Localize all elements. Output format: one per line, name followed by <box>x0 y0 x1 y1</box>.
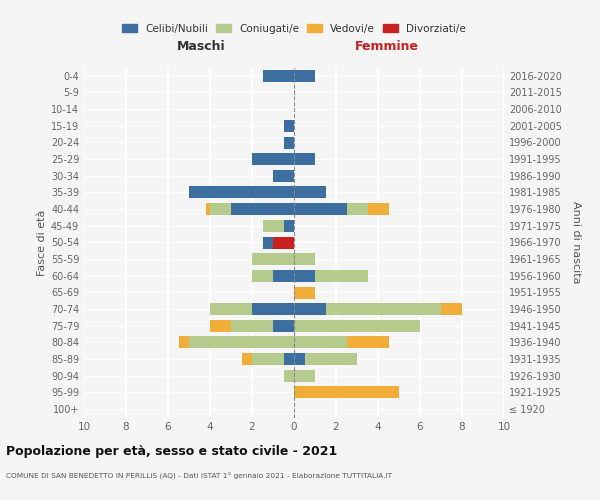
Bar <box>305 353 357 365</box>
Text: Popolazione per età, sesso e stato civile - 2021: Popolazione per età, sesso e stato civil… <box>6 445 337 458</box>
Bar <box>252 353 284 365</box>
Bar <box>347 203 367 215</box>
Bar <box>347 336 389 348</box>
Bar <box>189 186 294 198</box>
Bar <box>367 203 389 215</box>
Bar <box>284 120 294 132</box>
Bar <box>179 336 189 348</box>
Bar <box>315 270 367 282</box>
Bar <box>273 270 294 282</box>
Bar <box>189 336 294 348</box>
Bar <box>294 186 325 198</box>
Bar <box>241 353 252 365</box>
Bar <box>210 203 231 215</box>
Y-axis label: Fasce di età: Fasce di età <box>37 210 47 276</box>
Bar <box>294 153 315 165</box>
Bar <box>206 203 210 215</box>
Bar <box>252 303 294 315</box>
Bar <box>284 353 294 365</box>
Bar <box>263 70 294 82</box>
Bar <box>231 203 294 215</box>
Bar <box>294 270 315 282</box>
Bar <box>284 136 294 148</box>
Bar <box>294 320 420 332</box>
Bar <box>263 236 273 248</box>
Bar <box>263 220 284 232</box>
Bar <box>252 270 273 282</box>
Bar <box>231 320 273 332</box>
Bar <box>273 170 294 182</box>
Bar <box>210 320 231 332</box>
Bar <box>252 253 294 265</box>
Bar <box>284 220 294 232</box>
Bar <box>294 386 399 398</box>
Legend: Celibi/Nubili, Coniugati/e, Vedovi/e, Divorziati/e: Celibi/Nubili, Coniugati/e, Vedovi/e, Di… <box>122 24 466 34</box>
Bar <box>441 303 462 315</box>
Bar <box>284 370 294 382</box>
Bar <box>325 303 441 315</box>
Bar <box>210 303 252 315</box>
Bar <box>273 320 294 332</box>
Y-axis label: Anni di nascita: Anni di nascita <box>571 201 581 283</box>
Text: COMUNE DI SAN BENEDETTO IN PERILLIS (AQ) - Dati ISTAT 1° gennaio 2021 - Elaboraz: COMUNE DI SAN BENEDETTO IN PERILLIS (AQ)… <box>6 472 392 480</box>
Text: Maschi: Maschi <box>177 40 226 54</box>
Bar <box>294 253 315 265</box>
Bar <box>294 336 347 348</box>
Bar <box>252 153 294 165</box>
Bar <box>294 303 325 315</box>
Bar <box>294 370 315 382</box>
Bar <box>273 236 294 248</box>
Bar <box>294 70 315 82</box>
Bar <box>294 203 347 215</box>
Text: Femmine: Femmine <box>355 40 418 54</box>
Bar <box>294 353 305 365</box>
Bar <box>294 286 315 298</box>
